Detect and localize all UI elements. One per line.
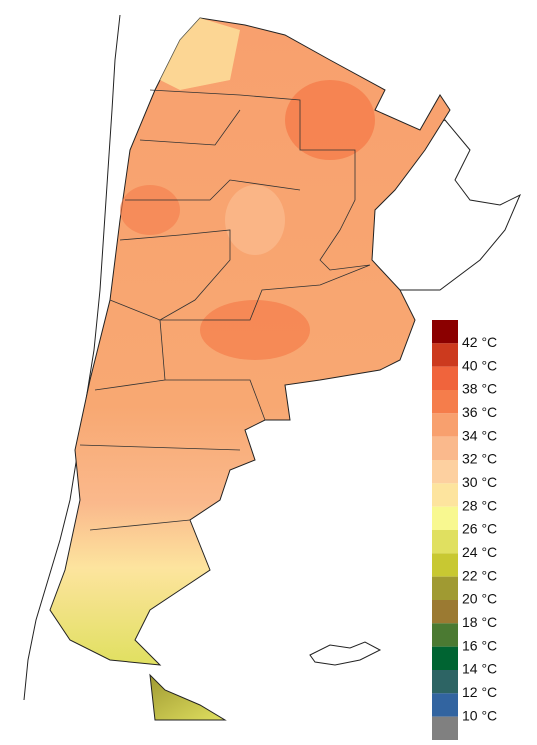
legend-label: 36 °C <box>462 404 497 420</box>
legend-label: 34 °C <box>462 427 497 443</box>
islands <box>309 641 382 666</box>
legend-swatch <box>432 693 458 717</box>
legend-swatch <box>432 436 458 460</box>
legend-swatch <box>432 413 458 437</box>
hot-zone <box>285 80 375 160</box>
tierra-del-fuego <box>149 673 227 721</box>
cool-zone <box>225 185 285 255</box>
legend-swatch <box>432 506 458 530</box>
legend-label: 14 °C <box>462 661 497 677</box>
legend-label: 10 °C <box>462 707 497 723</box>
legend-label: 26 °C <box>462 521 497 537</box>
legend-swatch <box>432 366 458 390</box>
legend-label: 32 °C <box>462 451 497 467</box>
legend-label: 40 °C <box>462 357 497 373</box>
legend-swatch <box>432 600 458 624</box>
legend-swatch <box>432 390 458 414</box>
legend-label: 22 °C <box>462 567 497 583</box>
legend: 42 °C 40 °C 38 °C 36 °C 34 °C 32 °C 30 °C 28 °C… <box>432 320 497 740</box>
legend-label: 28 °C <box>462 497 497 513</box>
legend-label: 18 °C <box>462 614 497 630</box>
hot-zone <box>120 185 180 235</box>
legend-swatch <box>432 553 458 577</box>
legend-swatch <box>432 623 458 647</box>
legend-swatch <box>432 483 458 507</box>
legend-swatch <box>432 320 458 344</box>
cool-zone <box>160 18 240 90</box>
legend-label: 20 °C <box>462 591 497 607</box>
legend-label: 12 °C <box>462 684 497 700</box>
legend-swatch <box>432 576 458 600</box>
legend-swatch <box>432 716 458 740</box>
legend-swatch <box>432 530 458 554</box>
legend-label: 42 °C <box>462 334 497 350</box>
province-borders <box>79 89 371 531</box>
legend-label: 38 °C <box>462 381 497 397</box>
legend-swatch <box>432 343 458 367</box>
legend-label: 16 °C <box>462 637 497 653</box>
legend-swatch <box>432 646 458 670</box>
legend-label: 24 °C <box>462 544 497 560</box>
neighbour-border <box>400 119 521 291</box>
legend-swatch <box>432 670 458 694</box>
legend-swatch <box>432 460 458 484</box>
legend-label: 30 °C <box>462 474 497 490</box>
hot-zone <box>200 300 310 360</box>
